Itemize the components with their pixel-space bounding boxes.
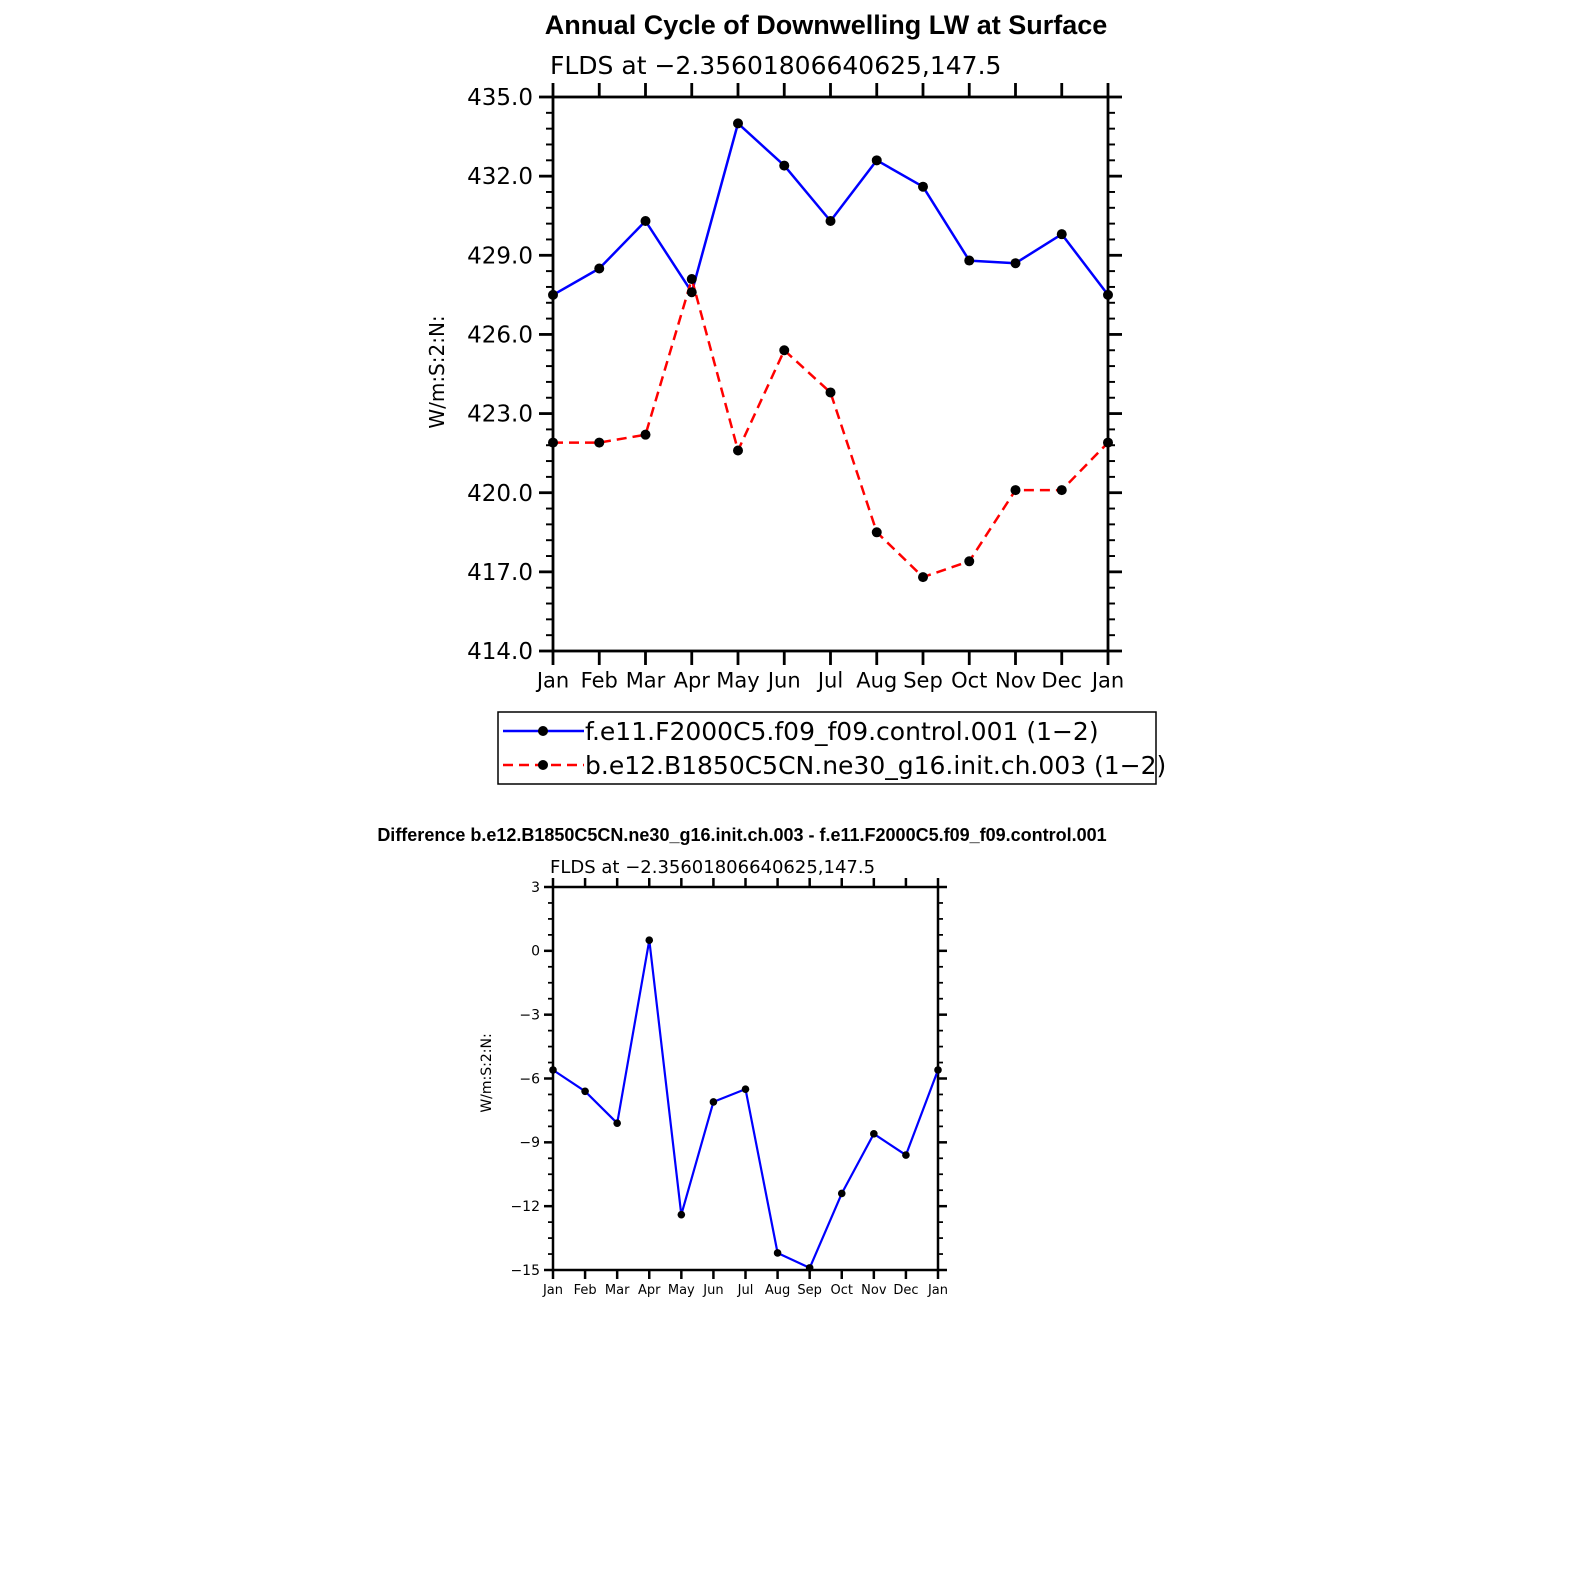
x-tick-label: Jan [1090,668,1124,692]
data-point-series-1 [964,255,975,266]
data-point-series-2 [1056,485,1067,496]
x-tick-label: Sep [903,668,943,692]
data-point-series-2 [594,437,605,448]
data-point-series-1 [934,1066,942,1074]
data-point-series-1 [581,1087,589,1096]
data-point-series-1 [677,1210,686,1219]
x-tick-label: Jan [927,1283,948,1298]
x-tick-label: Feb [574,1283,597,1298]
data-point-series-1 [686,287,697,298]
data-point-series-2 [1103,437,1113,448]
data-point-series-2 [918,572,928,583]
data-point-series-1 [613,1119,621,1127]
y-tick-label: 435.0 [467,85,533,111]
x-tick-label: Jul [816,668,843,692]
x-tick-label: Nov [995,668,1036,692]
data-point-series-1 [1103,289,1113,300]
legend-label-series-2: b.e12.B1850C5CN.ne30_g16.init.ch.003 (1−… [585,751,1166,780]
legend-marker-series-2 [538,760,548,770]
difference-chart: Difference b.e12.B1850C5CN.ne30_g16.init… [377,825,1106,1298]
chart-subtitle: FLDS at −2.35601806640625,147.5 [550,51,1001,80]
data-point-series-1 [773,1249,782,1257]
x-tick-label: Apr [638,1283,661,1298]
data-point-series-1 [837,1189,846,1198]
y-tick-label: −15 [510,1263,540,1279]
legend: f.e11.F2000C5.f09_f09.control.001 (1−2) … [497,711,1166,785]
y-tick-label: 3 [531,880,540,896]
data-point-series-2 [548,437,558,448]
data-point-series-1 [548,289,558,300]
x-tick-label: Oct [951,668,987,692]
y-tick-label: 0 [531,944,540,960]
data-point-series-1 [871,155,882,166]
y-tick-label: 426.0 [467,322,533,348]
data-point-series-2 [640,429,651,440]
x-tick-label: May [716,668,759,692]
y-tick-label: −12 [510,1199,540,1215]
x-tick-label: Jun [702,1283,723,1298]
legend-marker-series-1 [538,726,548,736]
data-point-series-1 [805,1264,814,1272]
data-point-series-2 [871,527,882,538]
chart-subtitle: FLDS at −2.35601806640625,147.5 [550,857,875,878]
x-tick-label: Aug [856,668,897,692]
y-tick-label: −3 [519,1008,540,1024]
data-point-series-1 [918,181,928,192]
x-tick-label: Dec [1041,668,1082,692]
data-point-series-1 [870,1130,878,1138]
data-point-series-1 [825,215,836,226]
legend-label-series-1: f.e11.F2000C5.f09_f09.control.001 (1−2) [585,717,1099,746]
y-tick-label: −9 [519,1135,540,1151]
data-point-series-1 [902,1151,910,1159]
data-point-series-2 [733,445,743,456]
data-point-series-1 [741,1085,750,1093]
data-point-series-1 [1010,258,1021,269]
x-tick-label: May [668,1283,695,1298]
x-tick-label: Nov [861,1283,887,1298]
legend-box [497,711,1157,785]
x-tick-label: Feb [581,668,618,692]
data-point-series-1 [733,118,743,129]
data-point-series-1 [645,936,654,944]
data-point-series-1 [779,160,790,171]
y-tick-label: 429.0 [467,243,533,269]
x-tick-label: Mar [626,668,666,692]
data-point-series-1 [1056,229,1067,240]
x-tick-label: Dec [893,1283,918,1298]
y-axis-label: W/m:S:2:N: [425,315,449,428]
y-tick-label: 420.0 [467,481,533,507]
x-tick-label: Sep [797,1283,822,1298]
x-tick-label: Mar [605,1283,630,1298]
x-tick-label: Jul [737,1283,754,1298]
y-tick-label: 417.0 [467,560,533,586]
y-tick-label: 414.0 [467,639,533,665]
data-point-series-1 [594,263,605,274]
x-tick-label: Aug [765,1283,790,1298]
data-point-series-2 [1010,485,1021,496]
data-point-series-2 [964,556,975,567]
data-point-series-2 [686,274,697,285]
data-point-series-2 [779,345,790,356]
data-point-series-2 [825,387,836,398]
y-axis-label: W/m:S:2:N: [479,1033,495,1112]
chart-title: Annual Cycle of Downwelling LW at Surfac… [545,10,1108,40]
x-tick-label: Oct [831,1283,853,1298]
annual-cycle-chart: Annual Cycle of Downwelling LW at Surfac… [425,10,1166,785]
x-tick-label: Jan [542,1283,563,1298]
x-tick-label: Jan [535,668,569,692]
x-tick-label: Jun [766,668,801,692]
data-point-series-1 [640,215,651,226]
data-point-series-1 [709,1098,718,1106]
y-tick-label: 432.0 [467,164,533,190]
y-tick-label: 423.0 [467,402,533,428]
chart-title: Difference b.e12.B1850C5CN.ne30_g16.init… [377,825,1106,845]
x-tick-label: Apr [674,668,711,692]
y-tick-label: −6 [519,1071,540,1087]
data-point-series-1 [549,1066,557,1074]
